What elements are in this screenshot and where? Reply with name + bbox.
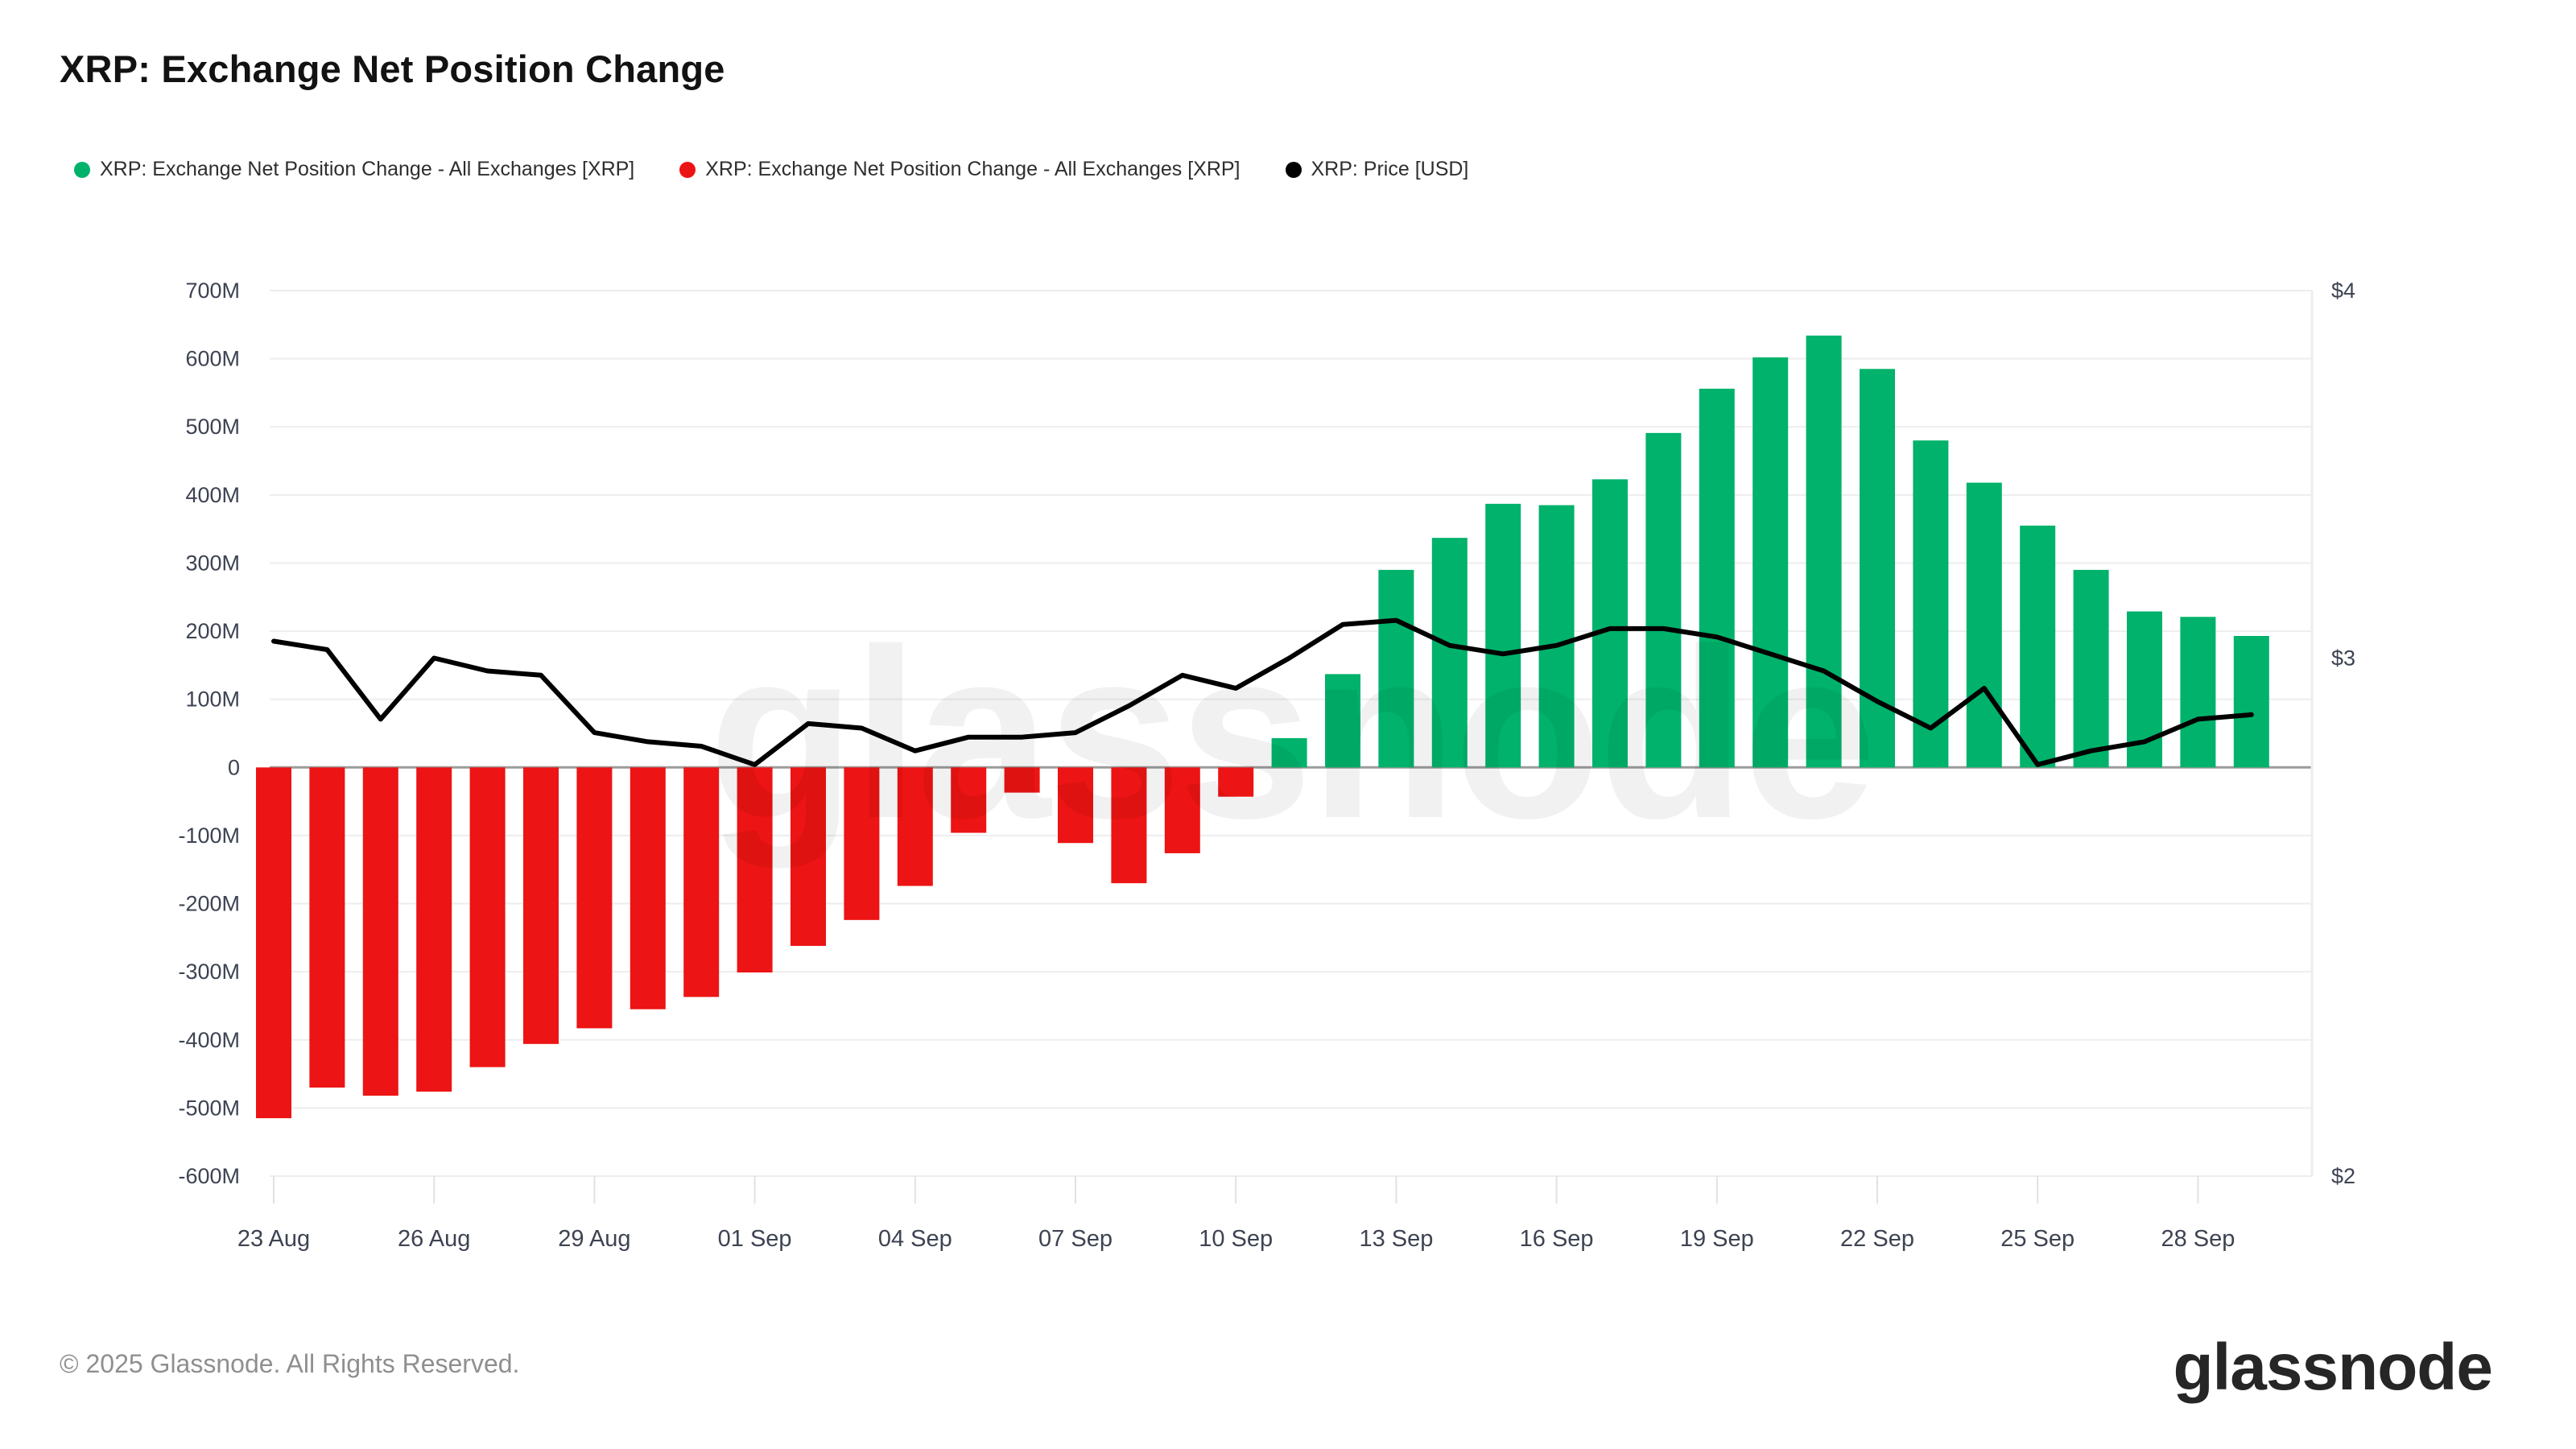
- net-position-bar: [1164, 767, 1200, 853]
- net-position-bar: [309, 767, 345, 1088]
- right-axis-tick-label: $2: [2331, 1164, 2355, 1188]
- net-position-bar: [523, 767, 559, 1044]
- price-line: [271, 617, 2254, 767]
- net-position-bar: [1378, 569, 1414, 768]
- left-axis-tick-label: -300M: [178, 960, 240, 984]
- net-position-bar: [416, 767, 452, 1092]
- net-position-bar: [737, 767, 773, 972]
- left-axis-tick-label: 300M: [185, 551, 240, 575]
- x-axis-tick-label: 25 Sep: [2000, 1226, 2074, 1252]
- x-axis-tick-label: 28 Sep: [2161, 1226, 2235, 1252]
- net-position-bar: [256, 767, 291, 1119]
- left-axis-tick-label: 600M: [185, 347, 240, 371]
- left-axis-tick-label: 0: [228, 755, 240, 779]
- red-dot-icon: [679, 161, 696, 178]
- x-axis-tick-label: 16 Sep: [1520, 1226, 1594, 1252]
- x-axis-tick-label: 04 Sep: [878, 1226, 952, 1252]
- left-axis-tick-label: -100M: [178, 824, 240, 848]
- x-axis-tick-label: 22 Sep: [1840, 1226, 1914, 1252]
- legend-item-label: XRP: Price [USD]: [1311, 158, 1469, 180]
- net-position-bar: [791, 767, 826, 946]
- net-position-bar: [1966, 482, 2002, 768]
- net-position-bar: [1806, 335, 1842, 768]
- net-position-bar: [1538, 505, 1575, 768]
- net-position-bar: [2233, 636, 2269, 768]
- net-position-bar: [1645, 432, 1682, 768]
- net-position-bar: [2020, 525, 2056, 768]
- x-axis-tick-label: 07 Sep: [1038, 1226, 1113, 1252]
- left-axis-tick-label: 200M: [185, 619, 240, 643]
- left-axis-tick-label: 700M: [185, 279, 240, 303]
- left-axis-tick-label: -600M: [178, 1164, 240, 1188]
- net-position-bar: [576, 767, 613, 1029]
- net-position-bar: [1485, 503, 1521, 768]
- net-position-bar: [1913, 440, 1949, 768]
- black-dot-icon: [1285, 161, 1302, 178]
- net-position-bar: [1271, 737, 1307, 768]
- x-axis-tick-label: 23 Aug: [237, 1226, 310, 1252]
- left-axis-tick-label: 400M: [185, 483, 240, 507]
- net-position-bar: [1699, 388, 1735, 768]
- net-position-bar: [683, 767, 720, 997]
- x-axis-tick-label: 26 Aug: [398, 1226, 470, 1252]
- net-position-bar: [844, 767, 880, 920]
- net-position-bar: [1218, 767, 1254, 797]
- green-dot-icon: [74, 161, 90, 178]
- net-position-bar: [2073, 569, 2109, 768]
- x-axis-tick-label: 19 Sep: [1680, 1226, 1754, 1252]
- net-position-bar: [897, 767, 933, 886]
- net-position-bar: [1111, 767, 1147, 884]
- legend-item-label: XRP: Exchange Net Position Change - All …: [705, 158, 1241, 180]
- copyright-text: © 2025 Glassnode. All Rights Reserved.: [60, 1349, 520, 1378]
- legend-item-net-position-positive[interactable]: XRP: Exchange Net Position Change - All …: [74, 158, 634, 181]
- right-axis-tick-label: $4: [2331, 279, 2355, 303]
- left-axis-tick-label: -400M: [178, 1028, 240, 1052]
- net-position-bar: [469, 767, 506, 1067]
- net-position-bar: [1325, 674, 1360, 768]
- net-position-bar: [951, 767, 987, 833]
- left-axis-tick-label: -200M: [178, 892, 240, 916]
- net-position-bar: [1058, 767, 1093, 844]
- page-title: XRP: Exchange Net Position Change: [60, 47, 725, 90]
- left-axis-tick-label: 500M: [185, 415, 240, 439]
- net-position-bar: [1004, 767, 1040, 793]
- net-position-bar: [630, 767, 666, 1009]
- right-axis-tick-label: $3: [2331, 646, 2355, 671]
- left-axis-tick-label: 100M: [185, 687, 240, 712]
- watermark-glassnode: glassnode: [708, 598, 1874, 870]
- legend-item-price[interactable]: XRP: Price [USD]: [1285, 158, 1469, 181]
- net-position-bar: [1592, 479, 1628, 768]
- legend-item-net-position-negative[interactable]: XRP: Exchange Net Position Change - All …: [679, 158, 1241, 181]
- x-axis-tick-label: 01 Sep: [718, 1226, 792, 1252]
- net-position-bar: [1431, 538, 1468, 768]
- x-axis-tick-label: 13 Sep: [1359, 1226, 1433, 1252]
- left-axis-tick-label: -500M: [178, 1096, 240, 1120]
- net-position-bar: [1752, 357, 1789, 768]
- glassnode-logo: glassnode: [2173, 1331, 2493, 1404]
- x-axis-tick-label: 10 Sep: [1199, 1226, 1273, 1252]
- legend: XRP: Exchange Net Position Change - All …: [74, 158, 1468, 181]
- net-position-bar: [362, 767, 398, 1096]
- legend-item-label: XRP: Exchange Net Position Change - All …: [100, 158, 635, 180]
- x-axis-tick-label: 29 Aug: [558, 1226, 630, 1252]
- net-position-bar: [2180, 617, 2216, 768]
